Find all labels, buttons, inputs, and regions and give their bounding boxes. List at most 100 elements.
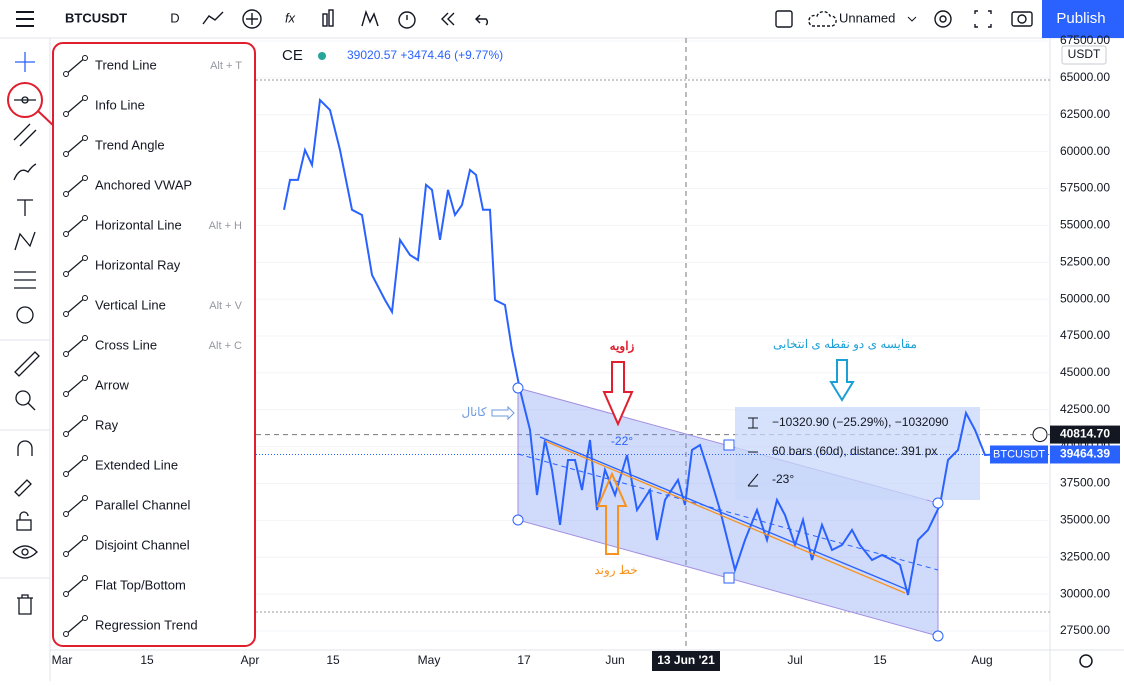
publish-label[interactable]: Publish: [1056, 10, 1105, 27]
menu-label[interactable]: Ray: [95, 417, 119, 432]
chart: 27500.00 30000.00 32500.00 35000.00 37500.00…: [50, 33, 1124, 681]
symbol[interactable]: BTCUSDT: [65, 10, 127, 25]
menu-label[interactable]: Info Line: [95, 97, 145, 112]
y-tick-label: 45000.00: [1060, 365, 1110, 379]
menu-icon-handle: [63, 111, 69, 117]
menu-label[interactable]: Anchored VWAP: [95, 177, 192, 192]
symbol-label: CE: [282, 47, 303, 64]
menu-icon-handle: [63, 631, 69, 637]
menu-icon-handle: [82, 335, 88, 341]
menu-label[interactable]: Trend Line: [95, 57, 157, 72]
channel-handle[interactable]: [723, 439, 735, 451]
menu-label[interactable]: Extended Line: [95, 457, 178, 472]
menu-label[interactable]: Horizontal Ray: [95, 257, 181, 272]
menu-label[interactable]: Trend Angle: [95, 137, 165, 152]
interval[interactable]: D: [170, 10, 179, 25]
menu-label[interactable]: Horizontal Line: [95, 217, 182, 232]
menu-label[interactable]: Disjoint Channel: [95, 537, 190, 552]
top-bar: [0, 0, 1124, 38]
currency: USDT: [1068, 47, 1101, 61]
y-tick-label: 67500.00: [1060, 33, 1110, 47]
left-tools[interactable]: [12, 52, 40, 615]
menu-icon-handle: [82, 615, 88, 621]
menu-item[interactable]: Extended Line: [63, 455, 179, 477]
menu-shortcut: Alt + H: [209, 220, 242, 232]
menu-item[interactable]: Parallel Channel: [63, 495, 191, 517]
menu-icon: [64, 496, 87, 516]
menu-icon-handle: [82, 175, 88, 181]
y-tick-label: 47500.00: [1060, 328, 1110, 342]
menu-item[interactable]: Trend Angle: [63, 135, 165, 157]
crosshair-date: 13 Jun '21: [657, 653, 715, 667]
menu-item[interactable]: Flat Top/Bottom: [63, 575, 186, 597]
menu-item[interactable]: Cross Line Alt + C: [63, 335, 243, 357]
x-tick-label: Jun: [605, 653, 624, 667]
menu-icon: [64, 616, 87, 636]
menu-shortcut: Alt + C: [209, 340, 242, 352]
menu-icon-handle: [63, 191, 69, 197]
channel-handle[interactable]: [723, 572, 735, 584]
menu-item[interactable]: Ray: [63, 415, 119, 437]
menu-shortcut: Alt + T: [210, 60, 242, 72]
menu-icon-handle: [63, 391, 69, 397]
y-tick-label: 35000.00: [1060, 513, 1110, 527]
menu-label[interactable]: Parallel Channel: [95, 497, 191, 512]
x-tick-label: Jul: [787, 653, 802, 667]
channel-handle[interactable]: [512, 382, 524, 394]
x-tick-label: May: [418, 653, 441, 667]
channel-handle[interactable]: [932, 630, 944, 642]
menu-item[interactable]: Disjoint Channel: [63, 535, 190, 557]
channel-handle[interactable]: [512, 514, 524, 526]
fx-icon[interactable]: fx: [285, 10, 296, 25]
trend-arrow: [596, 471, 628, 555]
menu-icon-handle: [82, 455, 88, 461]
x-tick-label: 15: [140, 653, 154, 667]
publish-button[interactable]: [1042, 0, 1124, 38]
menu-label[interactable]: Regression Trend: [95, 617, 198, 632]
menu-label[interactable]: Flat Top/Bottom: [95, 577, 186, 592]
menu-item[interactable]: Anchored VWAP: [63, 175, 193, 197]
y-tick-label: 42500.00: [1060, 402, 1110, 416]
price-info: 39020.57 +3474.46 (+9.77%): [347, 48, 503, 62]
settings-icon[interactable]: [1079, 654, 1093, 668]
layout-name[interactable]: Unnamed: [839, 10, 895, 25]
trend-angle: -22°: [611, 434, 633, 448]
toolbar-icons[interactable]: fx: [202, 9, 1033, 29]
menu-icon-handle: [82, 495, 88, 501]
x-tick-label: 15: [873, 653, 887, 667]
menu-item[interactable]: Horizontal Ray: [63, 255, 181, 277]
y-tick-label: 32500.00: [1060, 549, 1110, 563]
menu-icon-handle: [82, 215, 88, 221]
channel-mid: [517, 453, 939, 571]
menu-item[interactable]: Info Line: [63, 95, 145, 117]
menu-icon-handle: [82, 55, 88, 61]
crosshair-plus[interactable]: [1032, 427, 1048, 443]
angle-arrow: [602, 361, 634, 427]
dropdown-arrow[interactable]: [907, 16, 917, 22]
x-tick-label: Apr: [241, 653, 260, 667]
channel-handle[interactable]: [932, 497, 944, 509]
menu-item[interactable]: Horizontal Line Alt + H: [63, 215, 243, 237]
menu-label[interactable]: Arrow: [95, 377, 130, 392]
measure-angle: -23°: [772, 472, 794, 486]
menu-icon-handle: [63, 311, 69, 317]
y-tick-label: 65000.00: [1060, 70, 1110, 84]
menu-label[interactable]: Vertical Line: [95, 297, 166, 312]
y-tick-label: 37500.00: [1060, 476, 1110, 490]
menu-icon-handle: [82, 375, 88, 381]
menu-item[interactable]: Regression Trend: [63, 615, 198, 637]
menu-icon-handle: [82, 135, 88, 141]
menu-icon-handle: [63, 231, 69, 237]
menu-icon-handle: [63, 551, 69, 557]
menu-icon-handle: [82, 575, 88, 581]
x-tick-label: 15: [326, 653, 340, 667]
menu-item[interactable]: Vertical Line Alt + V: [63, 295, 243, 317]
menu-icon-handle: [63, 271, 69, 277]
x-tick-label: 17: [517, 653, 531, 667]
menu-label[interactable]: Cross Line: [95, 337, 157, 352]
menu-item[interactable]: Arrow: [63, 375, 130, 397]
menu-item[interactable]: Trend Line Alt + T: [63, 55, 243, 77]
menu-icon[interactable]: [16, 11, 34, 27]
menu-icon-handle: [82, 535, 88, 541]
